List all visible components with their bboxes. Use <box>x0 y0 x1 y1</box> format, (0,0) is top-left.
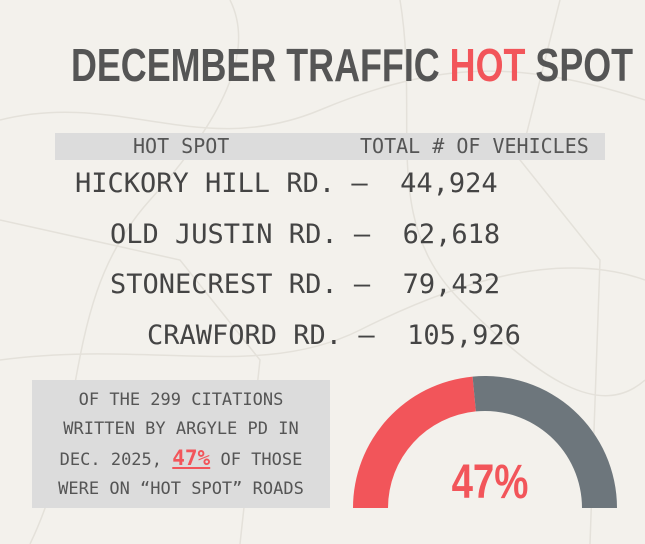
gauge-rest <box>472 376 617 508</box>
table-row: CRAWFORD RD. — 105,926 <box>147 320 521 351</box>
note-highlight: 47% <box>172 446 211 470</box>
table-header: HOT SPOT TOTAL # OF VEHICLES <box>55 133 605 160</box>
note-text: OF THOSE WERE ON “HOT SPOT” ROADS <box>58 450 304 499</box>
title-text: SPOT REPORT <box>535 39 634 91</box>
gauge: 47% <box>353 376 617 509</box>
table-row: OLD JUSTIN RD. — 62,618 <box>110 219 500 250</box>
table-row: STONECREST RD. — 79,432 <box>110 269 500 300</box>
hot-spot-name: HICKORY HILL RD. <box>75 168 336 199</box>
vehicle-count: 44,924 <box>400 168 498 199</box>
separator: — <box>353 219 371 250</box>
hot-spot-name: OLD JUSTIN RD. <box>110 219 338 250</box>
gauge-value <box>353 376 476 508</box>
title-text: DECEMBER TRAFFIC <box>70 39 440 91</box>
hot-spot-name: CRAWFORD RD. <box>147 320 343 351</box>
vehicle-count: 105,926 <box>407 320 521 351</box>
vehicle-count: 79,432 <box>402 269 501 300</box>
vehicle-count: 62,618 <box>402 219 501 250</box>
title: DECEMBER TRAFFIC HOT SPOT REPORT <box>70 38 633 92</box>
hot-spot-name: STONECREST RD. <box>110 269 338 300</box>
gauge-label: 47% <box>452 456 529 509</box>
separator: — <box>351 168 368 199</box>
title-highlight: HOT <box>449 39 526 91</box>
note-box: OF THE 299 CITATIONS WRITTEN BY ARGYLE P… <box>32 380 330 508</box>
separator: — <box>358 320 375 351</box>
header-cell: TOTAL # OF VEHICLES <box>360 134 589 158</box>
separator: — <box>353 269 371 300</box>
table-row: HICKORY HILL RD. — 44,924 <box>75 168 498 199</box>
header-cell: HOT SPOT <box>133 134 230 158</box>
note-text: OF THE 299 CITATIONS WRITTEN BY ARGYLE P… <box>59 390 299 470</box>
